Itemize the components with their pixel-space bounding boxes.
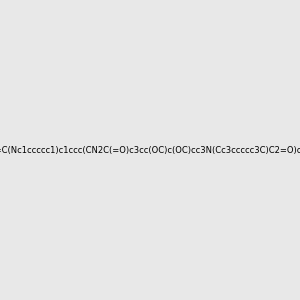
Text: O=C(Nc1ccccc1)c1ccc(CN2C(=O)c3cc(OC)c(OC)cc3N(Cc3ccccc3C)C2=O)cc1: O=C(Nc1ccccc1)c1ccc(CN2C(=O)c3cc(OC)c(OC… [0,146,300,154]
